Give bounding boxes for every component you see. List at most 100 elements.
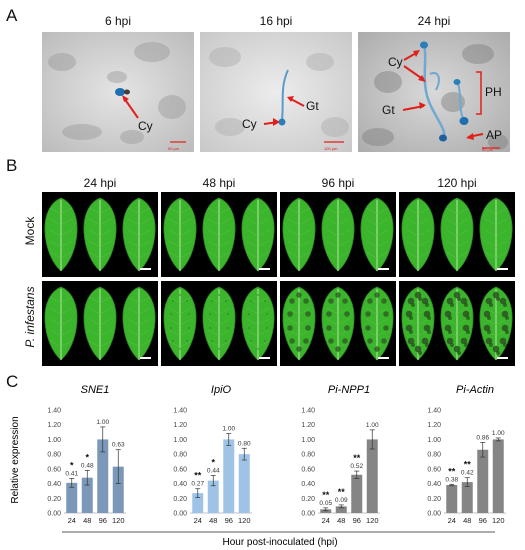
x-axis-label: Hour post-inoculated (hpi) <box>222 537 337 548</box>
panel-letter-c: C <box>6 372 19 391</box>
x-tick-label: 24 <box>322 516 330 525</box>
y-tick-label: 0.80 <box>173 452 187 459</box>
bar <box>477 449 489 513</box>
scale-bar <box>497 357 508 359</box>
y-tick-label: 1.00 <box>47 437 61 444</box>
leaf <box>241 286 275 361</box>
value-label: 1.00 <box>222 426 235 433</box>
x-tick-label: 48 <box>463 516 471 525</box>
x-tick-label: 120 <box>112 516 125 525</box>
y-tick-label: 1.20 <box>47 422 61 429</box>
y-tick-label: 0.00 <box>47 511 61 518</box>
value-label: 0.42 <box>461 470 474 477</box>
label-cy: Cy <box>138 119 153 133</box>
leaf <box>401 286 435 361</box>
x-tick-label: 24 <box>448 516 456 525</box>
significance-marker: ** <box>194 471 202 481</box>
scale-bar <box>140 357 151 359</box>
y-tick-label: 0.60 <box>427 466 441 473</box>
y-tick-label: 0.40 <box>47 481 61 488</box>
scale-bar <box>259 357 270 359</box>
value-label: 1.00 <box>96 419 109 426</box>
value-label: 0.86 <box>476 434 489 441</box>
significance-marker: ** <box>322 490 330 500</box>
y-tick-label: 1.20 <box>427 422 441 429</box>
panel-b-col-2: 48 hpi <box>202 176 236 190</box>
y-tick-label: 0.40 <box>173 481 187 488</box>
x-tick-label: 120 <box>492 516 505 525</box>
leaf <box>321 197 355 272</box>
y-tick-label: 1.00 <box>427 437 441 444</box>
panel-b-row-mock: Mock <box>23 216 37 246</box>
significance-marker: * <box>70 460 74 470</box>
y-tick-label: 1.40 <box>173 408 187 415</box>
label-cy: Cy <box>242 117 257 131</box>
y-tick-label: 0.20 <box>173 496 187 503</box>
bar <box>446 485 458 513</box>
label-cy: Cy <box>388 55 403 69</box>
chart-ipio: IpiO0.000.200.400.600.801.001.201.400.27… <box>173 384 252 525</box>
panel-b-col-4: 120 hpi <box>437 176 477 190</box>
significance-marker: * <box>211 457 215 467</box>
y-axis-label: Relative expression <box>10 416 21 503</box>
y-tick-label: 1.20 <box>173 422 187 429</box>
value-label: 0.44 <box>207 467 220 474</box>
bar <box>461 482 473 513</box>
y-tick-label: 0.60 <box>301 466 315 473</box>
bar <box>207 480 219 513</box>
chart-title: IpiO <box>211 384 232 396</box>
y-tick-label: 0.20 <box>301 496 315 503</box>
cyst-stain <box>115 88 125 96</box>
x-tick-label: 48 <box>337 516 345 525</box>
y-tick-label: 0.40 <box>301 481 315 488</box>
scale-bar-label-3: 50 μm <box>482 147 494 152</box>
y-tick-label: 1.40 <box>301 408 315 415</box>
y-tick-label: 1.40 <box>427 408 441 415</box>
y-tick-label: 0.20 <box>427 496 441 503</box>
panel-b-col-3: 96 hpi <box>321 176 355 190</box>
x-tick-label: 24 <box>194 516 202 525</box>
scale-bar <box>259 268 270 270</box>
leaf <box>360 197 394 272</box>
scale-bar <box>378 268 389 270</box>
panel-b-col-1: 24 hpi <box>83 176 117 190</box>
scale-bar-label-1: 50 μm <box>168 146 180 151</box>
label-ap: AP <box>486 128 502 142</box>
value-label: 0.52 <box>350 463 363 470</box>
value-label: 0.41 <box>65 470 78 477</box>
leaf-image-infested-96hpi <box>280 281 396 366</box>
label-gt: Gt <box>382 103 395 117</box>
significance-marker: ** <box>464 460 472 470</box>
x-tick-label: 120 <box>238 516 251 525</box>
scale-bar <box>497 268 508 270</box>
leaf <box>202 286 236 361</box>
leaf <box>321 286 355 361</box>
value-label: 0.05 <box>319 500 332 507</box>
scale-bar <box>140 268 151 270</box>
y-tick-label: 0.60 <box>47 466 61 473</box>
panel-a-time-label-3: 24 hpi <box>417 14 451 28</box>
x-tick-label: 96 <box>225 516 233 525</box>
chart-pi-actin: Pi-Actin 0.00 0.20 0.40 0.60 0.80 1.00 1.20 1.40… <box>427 384 506 525</box>
bar <box>351 474 363 513</box>
panel-a-time-label-2: 16 hpi <box>259 14 293 28</box>
leaf-image-infested-48hpi <box>161 281 277 366</box>
bar <box>238 454 250 513</box>
x-tick-label: 48 <box>209 516 217 525</box>
value-label: 1.00 <box>366 422 379 429</box>
leaf <box>360 286 394 361</box>
y-tick-label: 0.20 <box>47 496 61 503</box>
chart-pi-npp1: Pi-NPP1 0.00 0.20 0.40 0.60 0.80 1.00 1.20 1.40 0… <box>301 384 380 525</box>
value-label: 0.63 <box>112 442 125 449</box>
y-tick-label: 0.60 <box>173 466 187 473</box>
panel-b-row-p-infestans: P. infestans <box>23 286 37 348</box>
x-tick-label: 48 <box>83 516 91 525</box>
leaf <box>479 286 513 361</box>
leaf <box>83 197 117 272</box>
leaf <box>163 286 197 361</box>
leaf-image-mock-24hpi <box>42 192 158 277</box>
leaf <box>440 197 474 272</box>
leaf <box>44 286 78 361</box>
chart-title: SNE1 <box>81 384 110 396</box>
significance-marker: ** <box>448 466 456 476</box>
